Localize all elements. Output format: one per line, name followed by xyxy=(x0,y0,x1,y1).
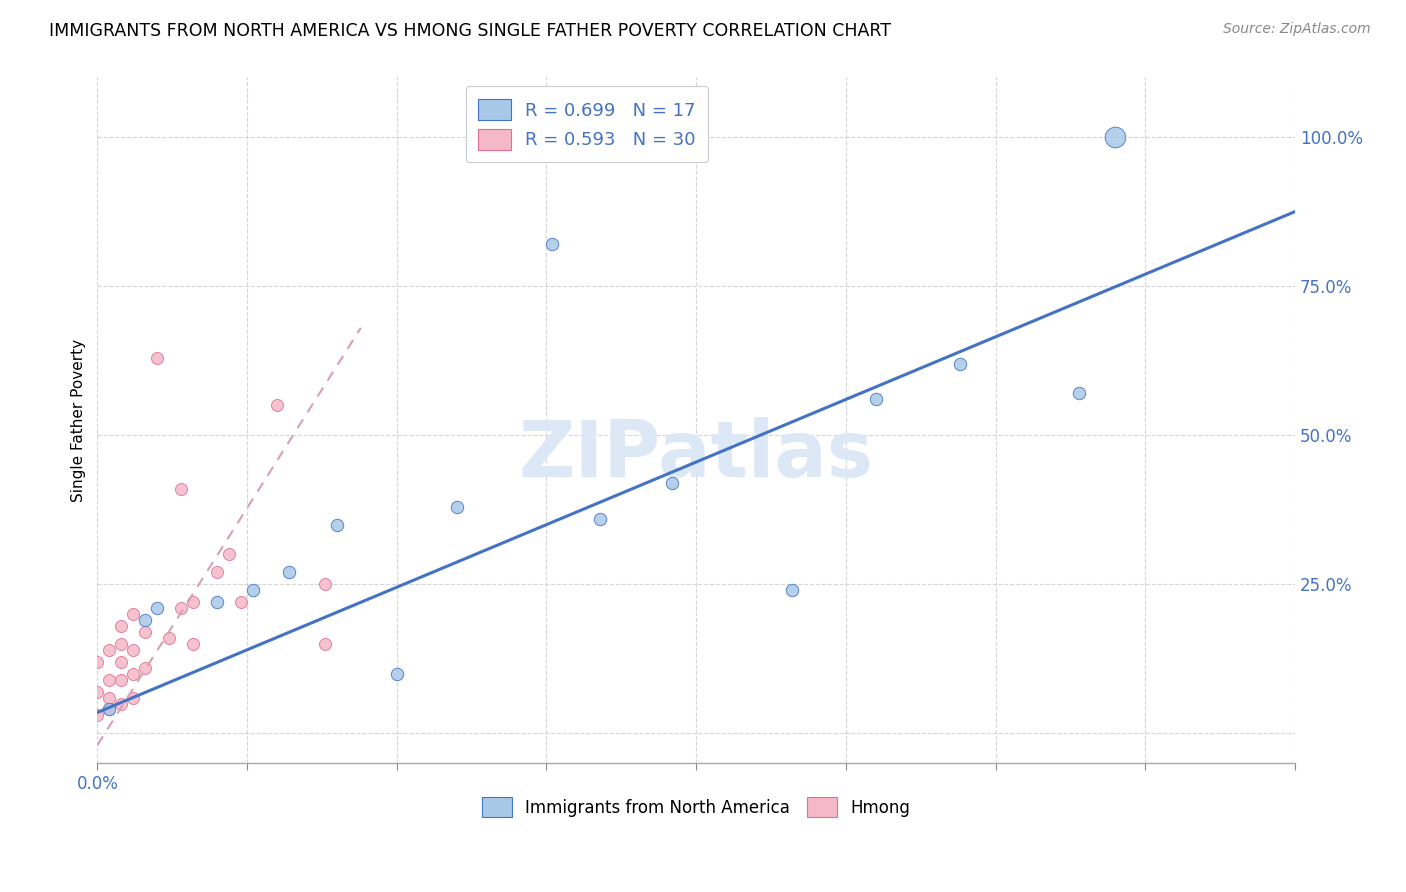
Point xyxy=(134,624,156,639)
Point xyxy=(110,673,132,687)
Point xyxy=(98,643,121,657)
Point xyxy=(110,619,132,633)
Point xyxy=(218,548,240,562)
Point xyxy=(205,595,228,609)
Text: ZIPatlas: ZIPatlas xyxy=(519,417,873,492)
Point xyxy=(589,511,612,525)
Point xyxy=(98,702,121,716)
Point xyxy=(541,237,564,252)
Point xyxy=(181,637,204,651)
Point xyxy=(446,500,468,514)
Point xyxy=(86,655,108,669)
Point xyxy=(134,613,156,627)
Point xyxy=(146,351,169,365)
Point xyxy=(122,666,145,681)
Text: IMMIGRANTS FROM NORTH AMERICA VS HMONG SINGLE FATHER POVERTY CORRELATION CHART: IMMIGRANTS FROM NORTH AMERICA VS HMONG S… xyxy=(49,22,891,40)
Point xyxy=(1104,130,1126,145)
Legend: Immigrants from North America, Hmong: Immigrants from North America, Hmong xyxy=(475,791,917,823)
Point xyxy=(278,566,301,580)
Point xyxy=(170,601,193,615)
Point xyxy=(949,357,972,371)
Point xyxy=(110,697,132,711)
Point xyxy=(122,643,145,657)
Point xyxy=(98,673,121,687)
Point xyxy=(122,607,145,621)
Point xyxy=(181,595,204,609)
Point xyxy=(134,661,156,675)
Point xyxy=(86,684,108,698)
Point xyxy=(110,637,132,651)
Point xyxy=(314,637,336,651)
Point xyxy=(86,708,108,723)
Text: Source: ZipAtlas.com: Source: ZipAtlas.com xyxy=(1223,22,1371,37)
Point xyxy=(110,655,132,669)
Point xyxy=(98,702,121,716)
Point xyxy=(242,583,264,598)
Point xyxy=(170,482,193,496)
Point xyxy=(661,475,683,490)
Point xyxy=(314,577,336,591)
Point xyxy=(385,666,408,681)
Point xyxy=(146,601,169,615)
Point xyxy=(1069,386,1091,401)
Point xyxy=(780,583,803,598)
Point xyxy=(122,690,145,705)
Point xyxy=(266,398,288,412)
Y-axis label: Single Father Poverty: Single Father Poverty xyxy=(72,339,86,502)
Point xyxy=(865,392,887,407)
Point xyxy=(157,631,180,645)
Point xyxy=(326,517,349,532)
Point xyxy=(229,595,252,609)
Point xyxy=(205,566,228,580)
Point xyxy=(98,690,121,705)
